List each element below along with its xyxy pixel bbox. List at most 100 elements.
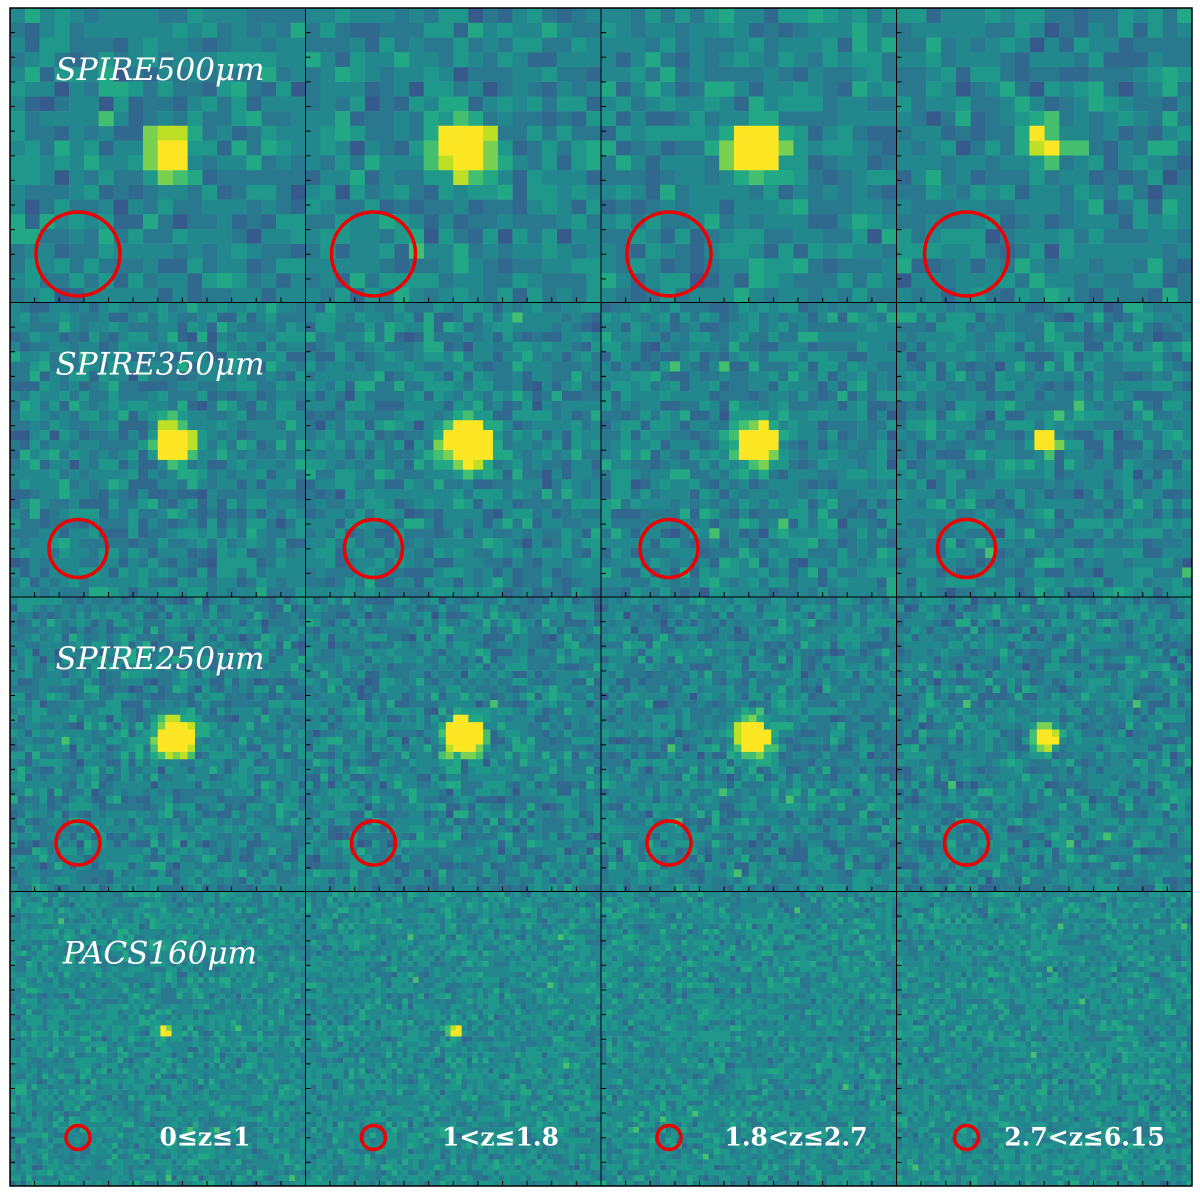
pixels <box>445 744 454 752</box>
pixels <box>305 891 602 1187</box>
pixels <box>10 302 306 598</box>
redshift-label: 1.8<z≤2.7 <box>724 1123 867 1152</box>
aperture <box>655 1123 683 1152</box>
pixels <box>896 8 1193 303</box>
panel <box>600 302 897 598</box>
panel <box>600 596 897 892</box>
pixels <box>147 410 198 470</box>
pixels <box>896 302 1193 598</box>
pixels <box>305 22 602 303</box>
pixels <box>445 714 484 752</box>
pixels <box>1029 140 1045 156</box>
pixels <box>903 597 1193 892</box>
pixels <box>748 169 764 185</box>
pixels <box>157 140 188 171</box>
pixels <box>305 302 602 598</box>
pixels <box>305 891 602 1187</box>
pixels <box>738 420 779 460</box>
pixels <box>305 597 602 892</box>
pixels <box>408 111 484 259</box>
pixels <box>896 891 1193 1187</box>
aperture <box>47 517 109 580</box>
pixels <box>157 430 188 460</box>
aperture <box>952 1123 981 1152</box>
pixels <box>669 361 789 539</box>
pixels <box>10 597 306 892</box>
redshift-label: 2.7<z≤6.15 <box>1004 1123 1164 1152</box>
pixels <box>1044 729 1060 752</box>
row-label: SPIRE350μm <box>55 347 264 383</box>
panel <box>896 596 1193 892</box>
pixels <box>601 302 897 598</box>
pixels <box>896 302 1193 598</box>
pixels <box>433 439 464 470</box>
pixels <box>1054 439 1065 451</box>
pixels <box>601 597 897 892</box>
aperture <box>645 819 693 867</box>
pixels <box>896 891 1193 1187</box>
pixels <box>601 302 897 598</box>
row-label: SPIRE250μm <box>55 641 264 677</box>
aperture <box>34 210 122 298</box>
pixels <box>24 22 306 303</box>
panel <box>896 7 1193 303</box>
aperture <box>638 517 700 580</box>
pixels <box>305 302 602 598</box>
pixels <box>157 722 195 752</box>
pixels <box>733 722 742 745</box>
pixels <box>98 111 188 185</box>
pixels <box>601 891 897 1187</box>
redshift-label: 0≤z≤1 <box>160 1123 251 1152</box>
pixels <box>601 8 897 303</box>
panel: 2.7<z≤6.15 <box>896 891 1193 1187</box>
pixels <box>10 8 306 289</box>
aperture <box>935 517 998 580</box>
pixels <box>1034 430 1055 451</box>
pixels <box>305 302 602 588</box>
panel <box>305 302 602 598</box>
pixels <box>733 125 779 171</box>
pixels <box>601 891 897 1187</box>
panel: 1.8<z≤2.7 <box>600 891 897 1187</box>
aperture <box>54 819 102 867</box>
pixels <box>305 891 602 1187</box>
pixels <box>601 302 897 598</box>
pixels <box>10 891 306 1187</box>
pixels <box>305 891 602 1181</box>
aperture <box>349 819 398 867</box>
figure-frame <box>9 7 1193 1187</box>
pixels <box>407 934 570 1069</box>
aperture <box>342 517 405 580</box>
panel: SPIRE500μm <box>9 7 306 303</box>
panel <box>305 7 602 303</box>
panel: SPIRE250μm <box>9 596 306 892</box>
pixels <box>305 597 602 892</box>
panel: PACS160μm 0≤z≤1 <box>9 891 306 1187</box>
pixels <box>438 125 484 171</box>
pixels <box>482 140 498 171</box>
aperture <box>922 210 1011 298</box>
pixels <box>450 1025 457 1032</box>
pixels <box>472 459 484 470</box>
pixels <box>896 891 1193 1187</box>
pixels <box>896 891 1193 1187</box>
pixels <box>443 420 493 470</box>
panel: 1<z≤1.8 <box>305 891 602 1187</box>
pixels <box>601 8 897 303</box>
panel <box>600 7 897 303</box>
row-label: SPIRE500μm <box>55 52 264 88</box>
aperture <box>942 819 991 867</box>
panel: SPIRE350μm <box>9 302 306 598</box>
aperture <box>625 210 713 298</box>
pixels <box>748 714 764 760</box>
pixels <box>10 891 301 1187</box>
pixels <box>601 891 897 1187</box>
row-label: PACS160μm <box>62 936 257 972</box>
pixels <box>748 420 779 470</box>
pixels <box>165 1025 172 1032</box>
pixels <box>305 302 602 598</box>
pixels <box>450 1025 462 1037</box>
redshift-label: 1<z≤1.8 <box>442 1123 559 1152</box>
